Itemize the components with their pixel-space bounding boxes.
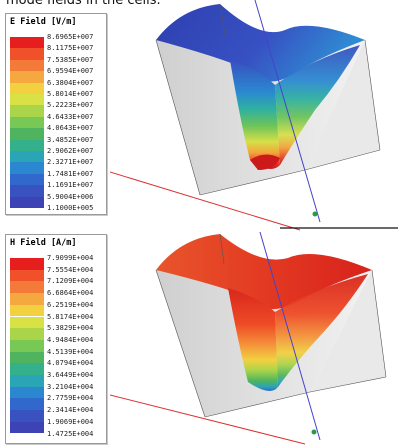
color-swatch bbox=[10, 82, 44, 94]
color-swatch bbox=[10, 105, 44, 117]
color-swatch bbox=[10, 196, 44, 208]
color-swatch bbox=[10, 94, 44, 106]
color-swatch bbox=[10, 128, 44, 140]
legend-value: 3.6449E+004 bbox=[47, 371, 94, 379]
legend-value: 6.3804E+007 bbox=[47, 78, 94, 87]
legend-value: 8.6965E+007 bbox=[47, 33, 94, 41]
legend-value: 5.8014E+007 bbox=[47, 90, 94, 98]
legend-value: 1.7481E+007 bbox=[47, 169, 94, 178]
legend-value: 2.3271E+007 bbox=[47, 158, 94, 167]
legend-value: 6.6864E+004 bbox=[47, 289, 94, 298]
color-swatch bbox=[10, 316, 44, 329]
color-swatch bbox=[10, 281, 44, 294]
legend-value: 4.9484E+004 bbox=[47, 335, 94, 344]
h-field-legend: H Field [A/m] 7.9099E+004 7.5554E+004 7.12… bbox=[5, 234, 107, 444]
color-swatch bbox=[10, 151, 44, 163]
legend-value: 1.1000E+005 bbox=[47, 204, 94, 212]
legend-value: 5.9004E+006 bbox=[47, 192, 94, 201]
color-swatch bbox=[10, 339, 44, 352]
legend-value: 5.3829E+004 bbox=[47, 324, 94, 333]
e-field-legend-title: E Field [V/m] bbox=[10, 17, 77, 27]
legend-value: 2.9062E+007 bbox=[47, 147, 94, 155]
legend-value: 8.1175E+007 bbox=[47, 44, 94, 53]
legend-value: 7.9099E+004 bbox=[47, 254, 94, 262]
e-field-plot bbox=[110, 0, 398, 231]
legend-value: 7.1209E+004 bbox=[47, 277, 94, 286]
legend-value: 1.9069E+004 bbox=[47, 417, 94, 426]
color-swatch bbox=[10, 139, 44, 151]
color-swatch bbox=[10, 116, 44, 129]
h-field-legend-title: H Field [A/m] bbox=[10, 238, 77, 248]
legend-value: 7.5385E+007 bbox=[47, 55, 94, 64]
color-swatch bbox=[10, 410, 44, 422]
color-swatch bbox=[10, 37, 44, 49]
legend-value: 1.4725E+004 bbox=[47, 429, 94, 438]
color-swatch bbox=[10, 59, 44, 72]
legend-value: 2.3414E+004 bbox=[47, 406, 94, 415]
color-swatch bbox=[10, 363, 44, 375]
legend-value: 4.0643E+007 bbox=[47, 124, 94, 133]
e-field-legend: E Field [V/m] 8.6965E+007 8.1175E+007 7.53… bbox=[5, 13, 107, 215]
color-swatch bbox=[10, 293, 44, 305]
color-swatch bbox=[10, 421, 44, 434]
legend-value: 3.2104E+004 bbox=[47, 382, 94, 391]
color-swatch bbox=[10, 173, 44, 186]
color-swatch bbox=[10, 48, 44, 60]
color-swatch bbox=[10, 386, 44, 399]
legend-value: 4.5139E+004 bbox=[47, 347, 94, 356]
color-swatch bbox=[10, 304, 44, 317]
h-field-plot bbox=[110, 232, 387, 445]
legend-value: 5.8174E+004 bbox=[47, 312, 94, 321]
color-swatch bbox=[10, 258, 44, 270]
legend-value: 7.5554E+004 bbox=[47, 265, 94, 274]
legend-value: 4.0794E+004 bbox=[47, 359, 94, 368]
legend-value: 5.2223E+007 bbox=[47, 101, 94, 110]
color-swatch bbox=[10, 351, 44, 364]
legend-value: 1.1691E+007 bbox=[47, 181, 94, 190]
legend-value: 4.6433E+007 bbox=[47, 112, 94, 121]
color-swatch bbox=[10, 398, 44, 411]
figure-caption: mode fields in the cells. bbox=[6, 0, 161, 8]
color-swatch bbox=[10, 185, 44, 197]
legend-value: 2.7759E+004 bbox=[47, 394, 94, 403]
color-swatch bbox=[10, 269, 44, 282]
legend-value: 6.9594E+007 bbox=[47, 67, 94, 76]
color-swatch bbox=[10, 375, 44, 387]
legend-value: 6.2519E+004 bbox=[47, 300, 94, 309]
color-swatch bbox=[10, 71, 44, 83]
color-swatch bbox=[10, 328, 44, 340]
legend-value: 3.4852E+007 bbox=[47, 135, 94, 144]
color-swatch bbox=[10, 162, 44, 174]
